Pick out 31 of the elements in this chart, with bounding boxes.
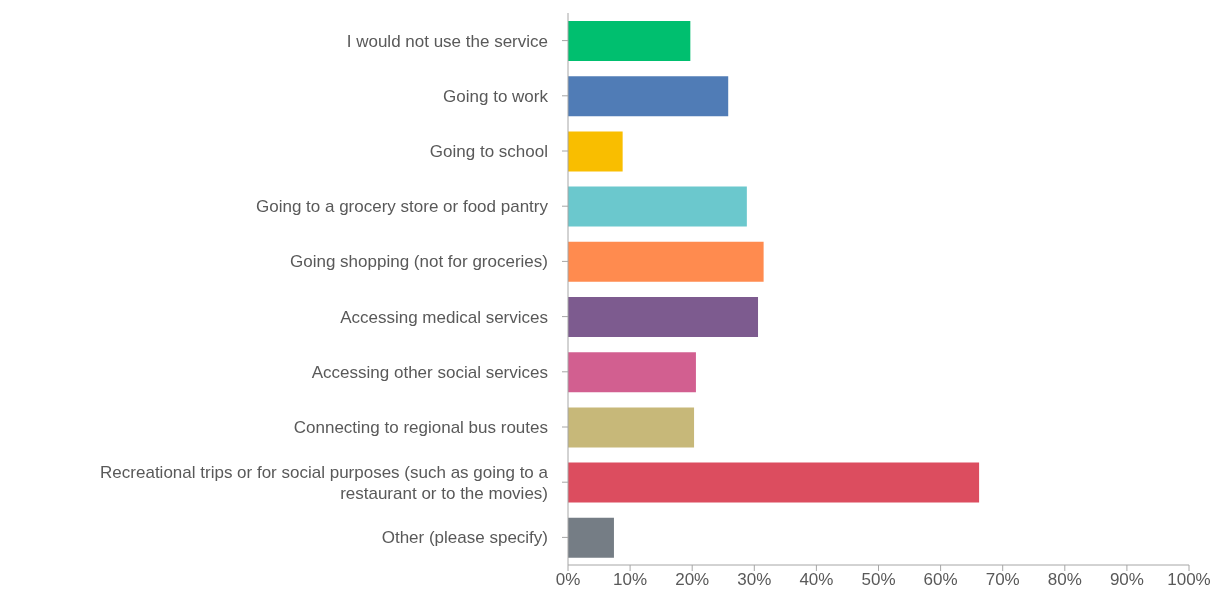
bar (568, 131, 623, 172)
bar (568, 352, 696, 393)
x-tick-label: 50% (861, 570, 896, 590)
bar (568, 297, 759, 337)
x-tick-label: 80% (1047, 570, 1082, 590)
x-tick-label: 10% (613, 570, 648, 590)
x-tick-label: 70% (985, 570, 1020, 590)
y-tick-label: Going to work (443, 86, 549, 106)
y-tick-label: Going to school (429, 141, 548, 161)
y-tick-label: Accessing other social services (311, 362, 548, 382)
bar (568, 462, 980, 503)
y-tick-label: Accessing medical services (340, 307, 548, 327)
x-tick-label: 100% (1167, 570, 1211, 590)
x-tick-label: 60% (923, 570, 958, 590)
bar (568, 241, 764, 282)
x-tick-label: 20% (675, 570, 710, 590)
y-tick-label: Going shopping (not for groceries) (290, 251, 548, 271)
bar (568, 21, 691, 61)
bar (568, 407, 695, 448)
x-tick-label: 0% (555, 570, 581, 590)
bar (568, 186, 747, 227)
x-tick-label: 40% (799, 570, 834, 590)
y-tick-label: Recreational trips or for social purposes (such as going to a restaurant or to the movies) (100, 462, 549, 503)
y-tick-label: I would not use the service (346, 31, 548, 51)
x-tick-label: 90% (1109, 570, 1144, 590)
y-tick-label: Other (please specify) (381, 527, 548, 547)
y-tick-label: Connecting to regional bus routes (293, 417, 548, 437)
y-tick-label: Going to a grocery store or food pantry (256, 196, 549, 216)
bar (568, 517, 614, 558)
x-tick-label: 30% (737, 570, 772, 590)
bar (568, 76, 729, 117)
